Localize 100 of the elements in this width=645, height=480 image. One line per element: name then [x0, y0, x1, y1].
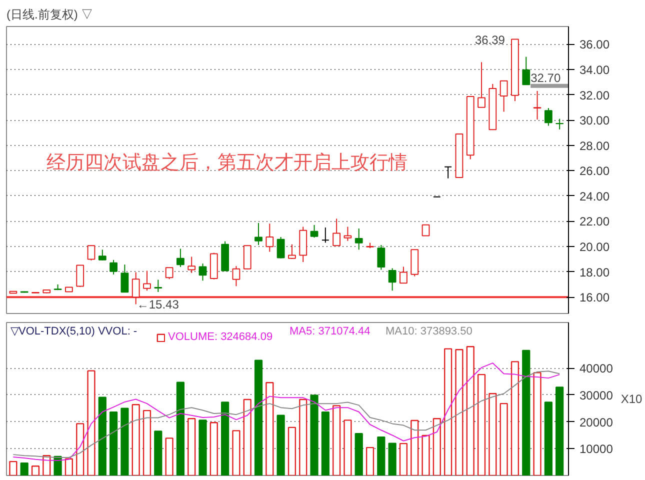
y-tick-label: 30000 — [580, 388, 614, 402]
bar — [533, 372, 542, 476]
y-tick-label: 10000 — [580, 442, 614, 456]
bar — [132, 404, 140, 476]
bar — [466, 346, 474, 476]
candlestick — [388, 268, 396, 292]
candlestick — [544, 108, 552, 126]
candlestick — [87, 244, 96, 261]
y-tick-label: 20000 — [580, 415, 614, 430]
candlestick — [198, 263, 207, 282]
annotation: 36.39 — [474, 32, 506, 47]
candlestick — [232, 266, 240, 287]
text: MA5: 371074.44 — [290, 326, 370, 338]
bar — [510, 361, 520, 476]
candlestick — [310, 224, 318, 238]
candlestick — [321, 227, 330, 244]
candlestick — [243, 244, 252, 270]
bar — [432, 418, 441, 476]
annotation: 经历四次试盘之后，第五次才开启上攻行情 — [46, 152, 408, 174]
y-tick-label: 32.00 — [580, 88, 610, 102]
bar — [288, 426, 296, 476]
bar — [254, 360, 263, 476]
bar — [556, 386, 564, 476]
bar — [232, 430, 240, 476]
candlestick — [332, 218, 341, 246]
bar — [243, 398, 252, 476]
y-tick-label: 26.00 — [580, 164, 610, 178]
bar — [221, 402, 230, 476]
y-tick-label: 30.00 — [580, 114, 610, 128]
ref-line-label: 32.70 — [530, 70, 561, 85]
bar — [188, 418, 196, 476]
candlestick — [344, 226, 352, 242]
candlestick — [533, 90, 542, 120]
candlestick — [98, 249, 106, 261]
candlestick — [154, 279, 162, 293]
bar — [366, 446, 374, 476]
candlestick — [276, 236, 285, 259]
candlestick — [165, 267, 174, 280]
y-tick-label: 16.00 — [580, 290, 610, 305]
bar — [210, 422, 218, 476]
bar — [444, 348, 452, 476]
y-axis-title: X10 — [620, 392, 643, 406]
bar — [477, 374, 486, 476]
bar — [488, 393, 497, 476]
bar — [310, 394, 318, 476]
bar — [354, 433, 363, 476]
candlestick — [254, 222, 262, 246]
candlestick — [176, 248, 184, 268]
bar — [64, 458, 73, 476]
candlestick — [143, 270, 151, 292]
bar — [98, 396, 106, 476]
bar — [410, 420, 419, 476]
candlestick — [556, 118, 564, 130]
bar — [500, 402, 508, 476]
bar — [455, 349, 464, 476]
bar — [344, 420, 352, 476]
candlestick — [76, 264, 84, 288]
y-tick-label: 28.00 — [580, 138, 610, 153]
candlestick — [120, 264, 129, 293]
bar — [76, 423, 84, 476]
bar — [9, 460, 18, 476]
candlestick — [522, 56, 530, 86]
y-tick-label: 34.00 — [580, 62, 610, 77]
bar — [377, 436, 386, 476]
candlestick — [188, 256, 196, 274]
bar — [176, 382, 185, 476]
candlestick — [377, 244, 386, 270]
bar — [31, 466, 40, 476]
candlestick — [500, 80, 508, 112]
bar — [109, 412, 118, 476]
legend-label: VOLUME: 324684.09 — [168, 331, 273, 343]
annotation: ←15.43 — [136, 297, 180, 312]
candlestick — [400, 266, 408, 284]
bar — [299, 398, 308, 476]
chart-title: ▽VOL-TDX(5,10) VVOL: - — [10, 326, 138, 338]
bar — [522, 350, 530, 476]
bar — [198, 420, 207, 476]
bar — [142, 410, 152, 476]
candlestick — [132, 272, 140, 305]
bar — [544, 402, 552, 476]
y-tick-label: 24.00 — [580, 189, 610, 204]
bar — [20, 462, 28, 476]
bar — [422, 434, 430, 476]
bar — [321, 412, 330, 476]
chart-title: (日线.前复权) ▽ — [6, 8, 94, 22]
bar — [154, 430, 162, 476]
bar — [266, 382, 274, 476]
candlestick — [266, 223, 274, 252]
bar — [276, 414, 285, 476]
bar — [399, 442, 408, 476]
y-tick-label: 36.00 — [580, 38, 610, 52]
candlestick — [288, 244, 296, 260]
bar — [87, 370, 96, 476]
y-tick-label: 22.00 — [580, 214, 610, 229]
y-tick-label: 18.00 — [580, 265, 610, 280]
y-tick-label: 20.00 — [580, 240, 610, 254]
candlestick — [478, 62, 486, 108]
y-tick-label: 40000 — [580, 362, 614, 376]
candlestick — [354, 228, 363, 250]
bar — [165, 438, 174, 476]
